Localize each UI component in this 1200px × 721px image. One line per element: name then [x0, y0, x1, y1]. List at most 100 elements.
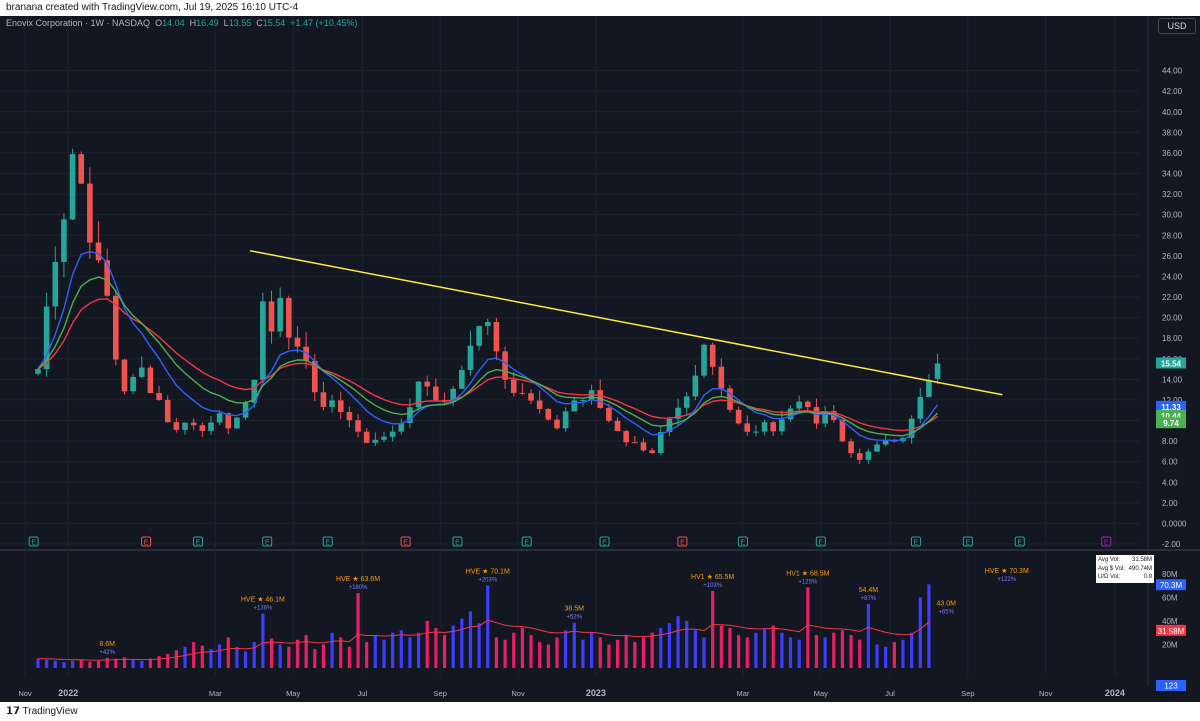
earnings-marker	[910, 536, 921, 547]
candle-body	[649, 450, 655, 453]
time-tick-label: May	[286, 689, 300, 698]
candle-body	[528, 393, 534, 401]
footer-bar: 𝟭𝟳 TradingView	[0, 702, 1200, 721]
volume-bar	[529, 635, 533, 668]
volume-bar	[442, 635, 447, 668]
candle-body	[381, 436, 387, 440]
attribution-bar: branana created with TradingView.com, Ju…	[0, 0, 1200, 16]
candle-body	[623, 431, 629, 443]
high-value: 16.49	[196, 18, 219, 28]
volume-spike-label: HVE ★ 63.6M	[336, 575, 380, 583]
stat-label: Avg Vol:	[1098, 557, 1120, 563]
earnings-marker	[28, 536, 39, 547]
earnings-marker	[400, 536, 411, 547]
candle-body	[450, 388, 456, 402]
candle-body	[130, 376, 136, 392]
volume-bar	[166, 653, 170, 668]
open-label: O	[155, 18, 163, 28]
volume-bar	[555, 637, 559, 668]
volume-bar	[261, 613, 265, 668]
currency-button[interactable]: USD	[1158, 18, 1196, 34]
price-volume-chart[interactable]: 44.00 42.00 40.00 38.00 36.00 34.00 32.00 30.00…	[0, 16, 1200, 702]
earnings-marker	[599, 536, 610, 547]
candle-body	[805, 401, 811, 408]
candle-body	[69, 154, 76, 220]
volume-bar	[365, 642, 369, 668]
volume-bar	[685, 620, 689, 668]
candle-body	[156, 393, 162, 400]
volume-bar	[494, 637, 499, 668]
volume-bar	[174, 650, 178, 668]
tradingview-logo[interactable]: 𝟭𝟳 TradingView	[6, 702, 78, 721]
volume-bar	[797, 639, 801, 668]
candle-body	[727, 388, 733, 410]
price-tick-label: 18.00	[1162, 334, 1183, 343]
volume-bar	[304, 635, 308, 668]
moving-average-lines	[37, 250, 939, 442]
candle-body	[164, 399, 171, 423]
volume-bar	[114, 658, 118, 668]
volume-average-line	[37, 619, 930, 661]
time-tick-label: Sep	[961, 689, 974, 698]
volume-bar	[840, 630, 845, 668]
volume-bar	[88, 662, 92, 668]
volume-bar	[823, 637, 827, 668]
volume-spike-label: HVE ★ 70.1M	[466, 567, 510, 575]
volume-bar	[157, 656, 161, 668]
earnings-marker-label: E	[403, 540, 408, 547]
brand-name: TradingView	[22, 706, 78, 717]
volume-bar	[858, 639, 862, 668]
low-value: 13.55	[228, 18, 252, 28]
volume-bar	[192, 642, 196, 668]
volume-bar	[416, 632, 421, 668]
price-label-box	[1156, 409, 1186, 421]
volume-spike-change: +87%	[861, 596, 877, 602]
candle-body	[874, 444, 880, 452]
volume-bar	[780, 632, 784, 668]
earnings-marker-label: E	[144, 540, 149, 547]
candle-body	[303, 346, 309, 361]
time-tick-label: Mar	[736, 689, 749, 698]
candle-body	[346, 412, 353, 421]
candle-body	[216, 413, 223, 423]
price-tick-label: 20.00	[1162, 314, 1183, 323]
volume-bar	[321, 644, 326, 668]
volume-spike-change: +180%	[349, 585, 369, 591]
candle-body	[545, 408, 552, 420]
volume-bar	[520, 627, 524, 668]
volume-stats-box: Avg Vol: 31.58M Avg $ Vol: 490.74M U/D Vol…	[1096, 555, 1154, 583]
volume-bar	[460, 618, 464, 668]
candle-body	[286, 298, 292, 338]
volume-bar	[226, 637, 230, 668]
price-label-text: 11.33	[1161, 403, 1181, 412]
candle-body	[484, 322, 491, 327]
volume-bar	[572, 622, 576, 668]
volume-spike-change: +65%	[938, 609, 954, 615]
candle-body	[813, 407, 820, 424]
volume-bar	[36, 658, 40, 668]
close-value: 15.54	[262, 18, 286, 28]
price-tick-label: 36.00	[1162, 149, 1183, 158]
volume-bar	[434, 627, 438, 668]
volume-bar	[373, 635, 377, 668]
candle-body	[796, 401, 802, 409]
candle-body	[372, 439, 379, 443]
candle-body	[234, 417, 240, 429]
candle-body	[536, 400, 543, 409]
volume-bar	[209, 649, 213, 668]
volume-bar	[659, 627, 663, 668]
volume-bar	[131, 659, 135, 668]
candle-body	[856, 453, 863, 460]
price-label-box	[1156, 400, 1186, 412]
earnings-marker-label: E	[818, 540, 823, 547]
volume-bar	[477, 623, 481, 668]
resistance-trendline	[249, 249, 1003, 396]
price-tick-label: 38.00	[1162, 128, 1183, 137]
time-tick-label: Sep	[434, 689, 447, 698]
price-label-box	[1156, 357, 1186, 369]
volume-bar	[927, 584, 931, 668]
volume-bar	[451, 625, 455, 668]
stat-row-avg-dollar-vol: Avg $ Vol: 490.74M	[1098, 565, 1152, 574]
candle-body	[571, 400, 578, 412]
volume-bar	[737, 635, 741, 668]
